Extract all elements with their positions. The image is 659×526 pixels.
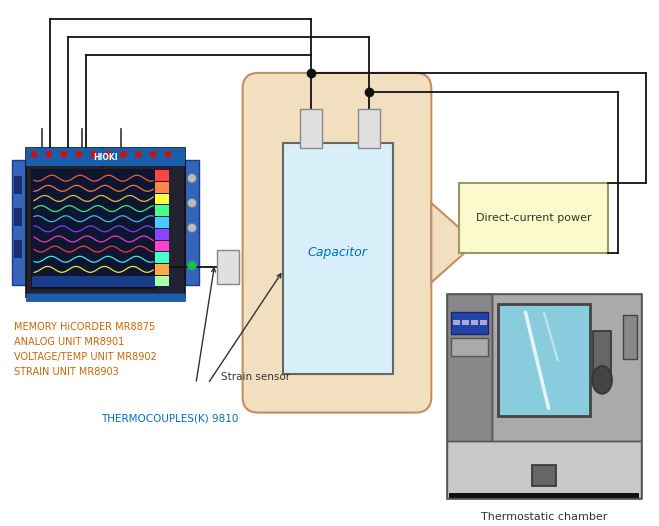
Bar — [593, 331, 611, 381]
Bar — [14, 176, 22, 194]
Text: Thermostatic chamber: Thermostatic chamber — [481, 512, 607, 522]
Ellipse shape — [187, 174, 196, 183]
Text: VOLTAGE/TEMP UNIT MR8902: VOLTAGE/TEMP UNIT MR8902 — [14, 352, 157, 362]
Bar — [451, 338, 488, 356]
Ellipse shape — [75, 151, 82, 158]
Text: ANALOG UNIT MR8901: ANALOG UNIT MR8901 — [14, 337, 125, 347]
Bar — [492, 295, 641, 441]
Ellipse shape — [187, 261, 196, 270]
Bar — [492, 295, 641, 441]
Bar — [155, 276, 169, 287]
Bar — [155, 194, 169, 205]
Ellipse shape — [120, 151, 127, 158]
Bar — [155, 229, 169, 239]
Text: HIOKI: HIOKI — [93, 153, 118, 162]
Bar — [459, 183, 608, 252]
Bar — [14, 208, 22, 226]
Bar — [301, 109, 322, 148]
Bar — [155, 170, 169, 181]
Bar — [155, 264, 169, 275]
Bar — [14, 240, 22, 258]
Ellipse shape — [592, 366, 612, 394]
Ellipse shape — [187, 198, 196, 207]
Bar — [155, 252, 169, 263]
Text: STRAIN UNIT MR8903: STRAIN UNIT MR8903 — [14, 367, 119, 377]
Ellipse shape — [105, 151, 112, 158]
Bar — [471, 320, 478, 325]
Bar — [358, 109, 380, 148]
Bar — [30, 168, 157, 289]
Bar — [447, 441, 641, 498]
Bar — [217, 250, 239, 285]
Ellipse shape — [135, 151, 142, 158]
Text: THERMOCOUPLES(K) 9810: THERMOCOUPLES(K) 9810 — [101, 413, 239, 423]
Polygon shape — [431, 203, 476, 282]
Ellipse shape — [187, 224, 196, 232]
Ellipse shape — [150, 151, 157, 158]
Ellipse shape — [165, 151, 171, 158]
Ellipse shape — [30, 151, 38, 158]
Bar — [12, 160, 26, 286]
Bar — [283, 144, 393, 374]
Bar — [32, 170, 155, 287]
Bar — [155, 182, 169, 193]
Bar — [26, 148, 185, 297]
Text: Capacitor: Capacitor — [307, 246, 367, 259]
Ellipse shape — [61, 151, 67, 158]
Bar — [532, 466, 556, 486]
Bar — [26, 148, 185, 166]
Bar — [462, 320, 469, 325]
Text: MEMORY HiCORDER MR8875: MEMORY HiCORDER MR8875 — [14, 322, 156, 332]
Bar — [447, 295, 492, 441]
Text: Direct-current power: Direct-current power — [476, 213, 591, 223]
Bar — [498, 305, 590, 417]
Bar — [480, 320, 487, 325]
Bar — [155, 217, 169, 228]
Bar — [447, 295, 641, 498]
Bar — [623, 315, 637, 359]
Bar — [26, 294, 185, 301]
Bar — [449, 493, 639, 498]
Bar — [447, 295, 492, 441]
FancyBboxPatch shape — [243, 73, 431, 412]
Bar — [32, 276, 155, 287]
Bar — [185, 160, 199, 286]
Bar — [453, 320, 460, 325]
Bar — [155, 240, 169, 251]
Ellipse shape — [90, 151, 97, 158]
Ellipse shape — [45, 151, 52, 158]
Bar — [155, 206, 169, 216]
Bar — [451, 312, 488, 334]
Text: Strain sensor: Strain sensor — [221, 372, 290, 382]
